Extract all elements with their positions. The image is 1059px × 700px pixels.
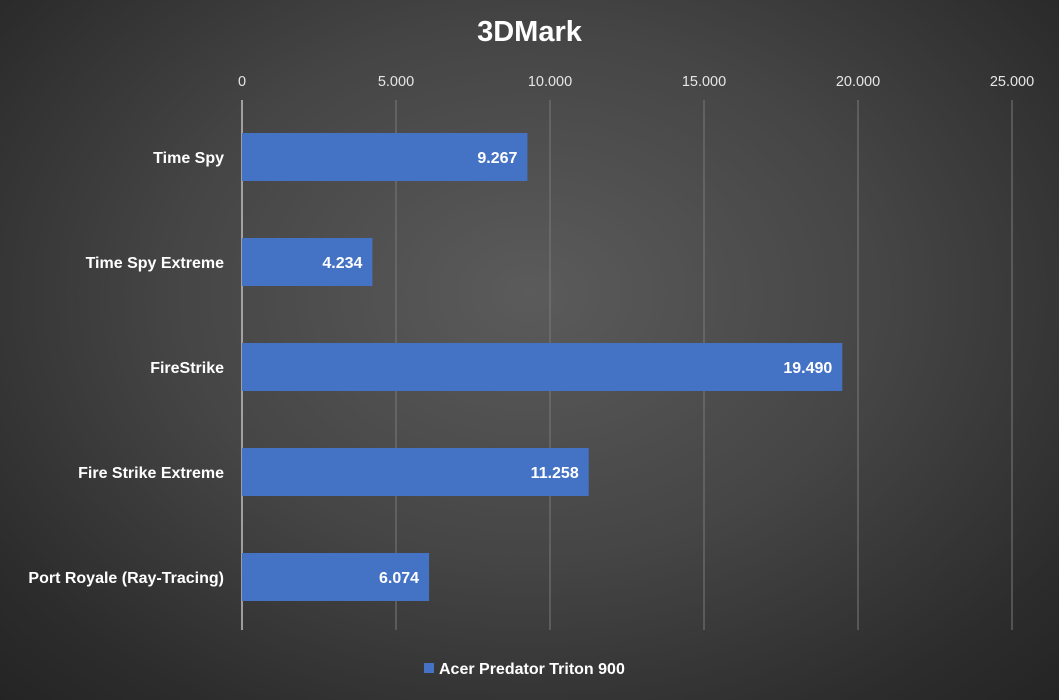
bar — [242, 133, 528, 181]
x-axis-tick-labels: 0 5.000 10.000 15.000 20.000 25.000 — [238, 74, 1034, 90]
data-label: 11.258 — [531, 465, 579, 482]
category-label: Port Royale (Ray-Tracing) — [28, 570, 224, 587]
data-label: 6.074 — [379, 570, 419, 587]
data-labels: 9.267 4.234 19.490 11.258 6.074 — [322, 150, 832, 587]
legend: Acer Predator Triton 900 — [424, 661, 625, 678]
data-label: 19.490 — [783, 360, 832, 377]
x-tick-label: 15.000 — [682, 74, 726, 90]
bar — [242, 238, 373, 286]
legend-label: Acer Predator Triton 900 — [439, 661, 625, 678]
legend-swatch — [424, 663, 434, 673]
category-labels: Time Spy Time Spy Extreme FireStrike Fire S… — [28, 150, 224, 587]
category-label: Time Spy — [153, 150, 224, 167]
x-tick-label: 0 — [238, 74, 246, 90]
x-tick-label: 25.000 — [990, 74, 1034, 90]
x-tick-label: 10.000 — [528, 74, 572, 90]
category-label: FireStrike — [150, 360, 224, 377]
bar — [242, 553, 430, 601]
bar — [242, 448, 589, 496]
data-label: 9.267 — [477, 150, 517, 167]
data-label: 4.234 — [322, 255, 362, 272]
chart-title: 3DMark — [477, 16, 582, 48]
x-tick-label: 20.000 — [836, 74, 880, 90]
category-label: Time Spy Extreme — [86, 255, 225, 272]
bars — [242, 133, 843, 601]
bar — [242, 343, 843, 391]
x-tick-label: 5.000 — [378, 74, 414, 90]
category-label: Fire Strike Extreme — [78, 465, 224, 482]
